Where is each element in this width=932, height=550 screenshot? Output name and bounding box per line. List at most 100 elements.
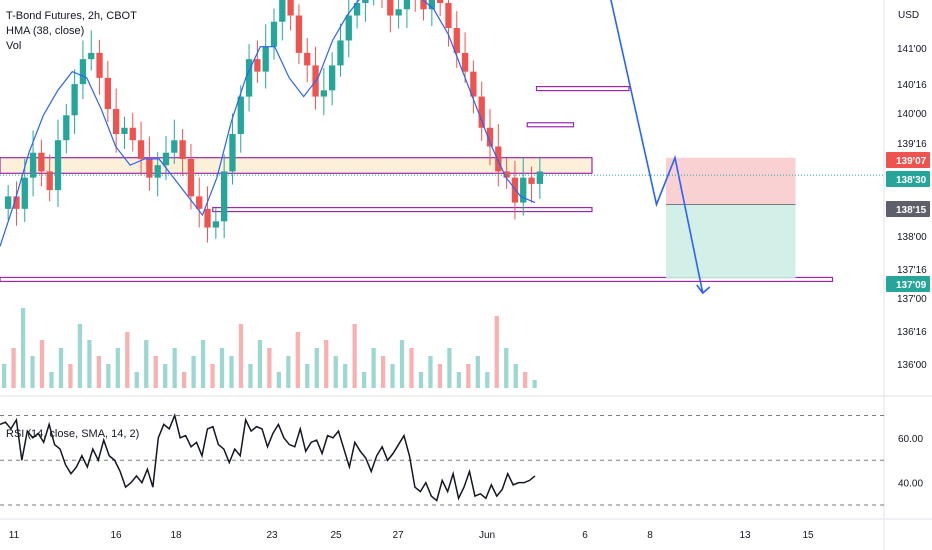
volume-bar <box>30 356 35 388</box>
candle-body <box>536 171 543 184</box>
price-badge <box>886 276 930 292</box>
candle-body <box>279 0 286 22</box>
volume-bar <box>390 364 395 388</box>
time-tick-label: 18 <box>170 530 182 541</box>
time-tick-label: 15 <box>802 530 814 541</box>
chart-legend: T-Bond Futures, 2h, CBOT HMA (38, close)… <box>6 9 137 54</box>
volume-bar <box>87 340 92 388</box>
volume-bar <box>447 348 452 388</box>
volume-bar <box>68 364 73 388</box>
candle-body <box>212 221 219 228</box>
candle-body <box>38 152 45 172</box>
candle-body <box>528 177 535 184</box>
time-tick-label: 23 <box>266 530 278 541</box>
candle-body <box>229 134 236 172</box>
support-resistance-zone <box>526 122 575 128</box>
volume-bar <box>314 348 319 388</box>
candle-body <box>96 52 103 78</box>
volume-bar <box>172 348 177 388</box>
candle-body <box>21 177 28 209</box>
candle-body <box>445 3 452 28</box>
candle-body <box>420 0 427 10</box>
candle-body <box>5 196 12 209</box>
candle-body <box>171 140 178 153</box>
candle-body <box>113 109 120 134</box>
time-tick-label: 27 <box>392 530 404 541</box>
candle-body <box>486 127 494 147</box>
price-badge-label: 138'15 <box>896 205 927 216</box>
take-profit-zone <box>666 204 796 279</box>
volume-bar <box>96 356 101 388</box>
volume-bar <box>532 380 537 388</box>
rsi-line <box>0 413 536 502</box>
price-tick-label: 140'00 <box>897 109 927 120</box>
volume-bar <box>257 340 263 388</box>
candle-body <box>221 171 228 222</box>
candle-body <box>88 52 95 60</box>
volume-bar <box>428 356 433 388</box>
candle-body <box>162 152 170 166</box>
price-tick-label: 139'16 <box>897 139 927 150</box>
candle-body <box>287 0 294 16</box>
time-tick-label: 13 <box>739 530 751 541</box>
candle-body <box>495 146 502 172</box>
candle-body <box>254 59 261 72</box>
support-resistance-zone <box>0 276 834 283</box>
candle-body <box>137 140 145 159</box>
volume-bar <box>248 364 253 388</box>
price-tick-label: 136'16 <box>897 327 927 338</box>
candle-body <box>387 0 394 16</box>
candle-body <box>511 177 519 203</box>
volume-bar <box>494 316 499 388</box>
volume-bar <box>58 348 64 388</box>
volume-bar <box>115 348 120 388</box>
volume-bar <box>153 356 158 388</box>
volume-bar <box>371 348 376 388</box>
volume-bar <box>456 372 461 388</box>
time-tick-label: Jun <box>479 530 495 541</box>
candle-body <box>262 46 269 72</box>
volume-bar <box>362 372 367 388</box>
candle-body <box>46 171 53 191</box>
symbol-title[interactable]: T-Bond Futures, 2h, CBOT <box>6 10 137 22</box>
volume-bar <box>125 332 130 388</box>
projection-arrowhead <box>696 284 711 295</box>
volume-bar <box>106 364 111 388</box>
candle-body <box>470 71 477 97</box>
support-resistance-zone <box>535 86 630 92</box>
volume-bar <box>475 356 480 388</box>
volume-bar <box>466 364 471 388</box>
price-tick-label: 137'16 <box>897 265 927 276</box>
volume-bar <box>163 364 168 388</box>
price-tick-label: 140'16 <box>897 80 927 91</box>
candle-body <box>453 27 460 53</box>
price-tick-label: 136'00 <box>897 360 927 371</box>
candle-body <box>104 77 111 110</box>
volume-bar <box>418 372 424 388</box>
volume-bar <box>485 372 490 388</box>
hma-legend-label[interactable]: HMA (38, close) <box>6 25 85 37</box>
volume-bar <box>134 372 139 388</box>
volume-bar <box>513 364 518 388</box>
candle-body <box>345 15 352 41</box>
candle-body <box>63 115 70 141</box>
rsi-legend-label[interactable]: RSI (14, close, SMA, 14, 2) <box>6 428 140 440</box>
price-badge-label: 138'30 <box>896 175 927 186</box>
hma-line <box>0 0 536 247</box>
support-resistance-zone <box>212 206 593 213</box>
candle-body <box>154 165 161 178</box>
volume-bar <box>39 340 45 388</box>
rsi-tick-label: 60.00 <box>898 434 923 445</box>
volume-bar <box>523 372 528 388</box>
price-badge <box>886 201 930 217</box>
volume-bar <box>77 324 83 388</box>
volume-bar <box>333 356 338 388</box>
volume-bar <box>437 364 443 388</box>
candle-body <box>353 3 361 16</box>
candle-body <box>129 127 136 141</box>
candle-body <box>121 127 128 134</box>
volume-legend-label[interactable]: Vol <box>6 40 22 52</box>
time-tick-label: 6 <box>582 530 588 541</box>
